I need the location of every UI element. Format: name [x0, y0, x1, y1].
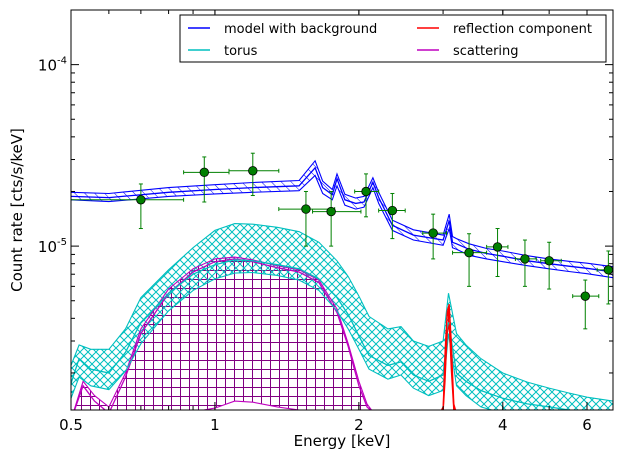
x-tick-label: 1: [210, 416, 220, 434]
scattering-band: [74, 257, 372, 410]
y-tick-label: 10-5: [38, 237, 67, 256]
data-point-11: [514, 239, 537, 287]
x-tick-label: 2: [354, 416, 364, 434]
torus-line: [71, 259, 573, 410]
data-point-14: [596, 250, 613, 305]
legend-item-scattering: scattering: [417, 44, 519, 59]
data-point-8: [422, 213, 448, 260]
model-with-background-line: [71, 166, 613, 273]
data-point-2: [183, 156, 230, 203]
torus-band: [71, 223, 613, 410]
data-marker: [603, 265, 613, 275]
data-marker: [248, 166, 258, 176]
data-marker: [387, 205, 398, 216]
data-marker: [520, 254, 530, 264]
torus-band-low-line: [71, 271, 494, 410]
legend-label: scattering: [453, 44, 519, 59]
x-tick-label: 0.5: [59, 416, 83, 434]
data-point-13: [572, 279, 600, 330]
legend-box: [179, 14, 607, 63]
x-axis-label: Energy [keV]: [294, 432, 391, 450]
legend-item-reflection-component: reflection component: [417, 22, 592, 37]
model-with-background-band-low-line: [71, 174, 613, 279]
data-point-3: [228, 152, 280, 197]
legend-label: reflection component: [453, 22, 592, 37]
data-point-7: [378, 192, 406, 240]
legend-item-model-with-background: model with background: [188, 22, 377, 37]
data-marker: [136, 195, 146, 205]
scattering-band-low-line: [200, 400, 303, 410]
data-marker: [361, 186, 371, 197]
data-point-12: [540, 241, 562, 290]
model-lines: [71, 159, 613, 410]
data-marker: [301, 204, 311, 214]
legend-label: torus: [224, 44, 258, 59]
y-axis-label: Count rate [cts/s/keV]: [8, 128, 26, 292]
data-point-9: [452, 233, 488, 287]
legend-label: model with background: [224, 22, 377, 37]
data-marker: [428, 228, 438, 238]
data-point-1: [71, 183, 185, 230]
data-point-6: [354, 173, 380, 218]
y-tick-label: 10-4: [38, 56, 67, 75]
data-point-10: [486, 228, 509, 278]
data-marker: [580, 291, 590, 301]
data-marker: [544, 256, 554, 266]
data-marker: [492, 242, 503, 252]
plot-frame: [70, 9, 614, 411]
data-marker: [326, 206, 336, 217]
data-point-5: [312, 190, 362, 247]
x-tick-label: 6: [582, 416, 592, 434]
data-marker: [464, 247, 474, 258]
scattering-line: [73, 258, 372, 410]
x-tick-label: 4: [498, 416, 508, 434]
axis-ticks: 0.5 1 2 4 6 10-5 10-4: [38, 9, 613, 434]
data-points: [71, 152, 613, 330]
data-marker: [199, 167, 209, 178]
legend-item-torus: torus: [188, 44, 258, 59]
torus-band-high-line: [71, 223, 613, 402]
legend: model with background torus reflection com…: [179, 14, 607, 63]
